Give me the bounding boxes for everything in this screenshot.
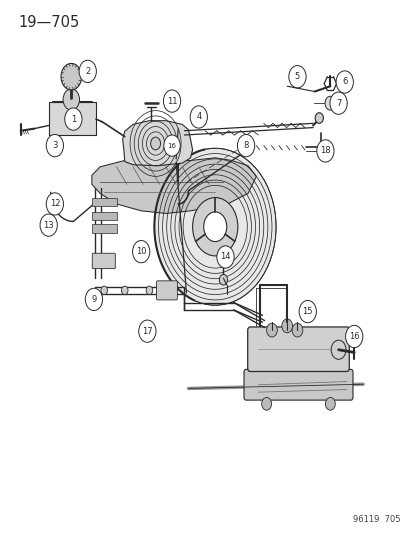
Bar xyxy=(92,198,116,206)
Circle shape xyxy=(316,140,333,162)
Text: 10: 10 xyxy=(135,247,146,256)
Circle shape xyxy=(46,193,63,215)
Text: 15: 15 xyxy=(302,307,312,316)
Circle shape xyxy=(266,323,277,337)
Circle shape xyxy=(288,66,305,88)
Circle shape xyxy=(335,71,353,93)
FancyBboxPatch shape xyxy=(92,253,115,269)
Circle shape xyxy=(281,319,292,333)
FancyBboxPatch shape xyxy=(49,102,96,135)
Text: 17: 17 xyxy=(142,327,152,336)
Circle shape xyxy=(40,214,57,236)
Text: 5: 5 xyxy=(294,72,299,81)
Text: 1: 1 xyxy=(71,115,76,124)
Circle shape xyxy=(216,246,234,268)
Text: 12: 12 xyxy=(50,199,60,208)
Circle shape xyxy=(330,340,345,359)
Circle shape xyxy=(345,325,362,348)
Circle shape xyxy=(85,288,102,311)
Circle shape xyxy=(190,106,207,128)
Text: 16: 16 xyxy=(167,143,176,149)
Circle shape xyxy=(243,146,250,154)
Circle shape xyxy=(292,323,302,337)
Bar xyxy=(92,212,116,220)
Circle shape xyxy=(132,240,150,263)
Text: 3: 3 xyxy=(52,141,57,150)
Bar xyxy=(92,224,116,232)
Circle shape xyxy=(64,108,82,130)
Circle shape xyxy=(298,301,316,322)
Circle shape xyxy=(261,398,271,410)
Circle shape xyxy=(154,148,275,305)
FancyBboxPatch shape xyxy=(156,281,177,300)
Text: 11: 11 xyxy=(166,96,177,106)
Circle shape xyxy=(325,398,335,410)
Circle shape xyxy=(121,286,128,295)
Circle shape xyxy=(163,90,180,112)
Circle shape xyxy=(138,320,156,342)
Text: 8: 8 xyxy=(243,141,248,150)
Circle shape xyxy=(150,137,160,150)
Circle shape xyxy=(101,286,107,295)
Text: 2: 2 xyxy=(85,67,90,76)
Polygon shape xyxy=(92,158,256,214)
Circle shape xyxy=(79,60,96,83)
Text: 19—705: 19—705 xyxy=(19,14,80,30)
Circle shape xyxy=(61,63,81,90)
Circle shape xyxy=(146,286,152,295)
Circle shape xyxy=(237,134,254,157)
Circle shape xyxy=(219,274,227,285)
Text: 18: 18 xyxy=(319,147,330,156)
Text: 4: 4 xyxy=(196,112,201,122)
Text: 16: 16 xyxy=(348,332,358,341)
Text: 96119  705: 96119 705 xyxy=(352,515,399,524)
Text: 7: 7 xyxy=(335,99,340,108)
Text: 13: 13 xyxy=(43,221,54,230)
Circle shape xyxy=(314,113,323,123)
Circle shape xyxy=(329,92,347,114)
Polygon shape xyxy=(122,120,192,166)
Circle shape xyxy=(203,212,226,241)
Circle shape xyxy=(192,198,237,256)
Circle shape xyxy=(164,135,180,156)
FancyBboxPatch shape xyxy=(243,369,352,400)
FancyBboxPatch shape xyxy=(247,327,349,372)
Text: 6: 6 xyxy=(341,77,347,86)
Circle shape xyxy=(63,89,79,110)
Circle shape xyxy=(324,96,335,110)
Circle shape xyxy=(46,134,63,157)
Text: 9: 9 xyxy=(91,295,96,304)
Text: 14: 14 xyxy=(220,253,230,262)
